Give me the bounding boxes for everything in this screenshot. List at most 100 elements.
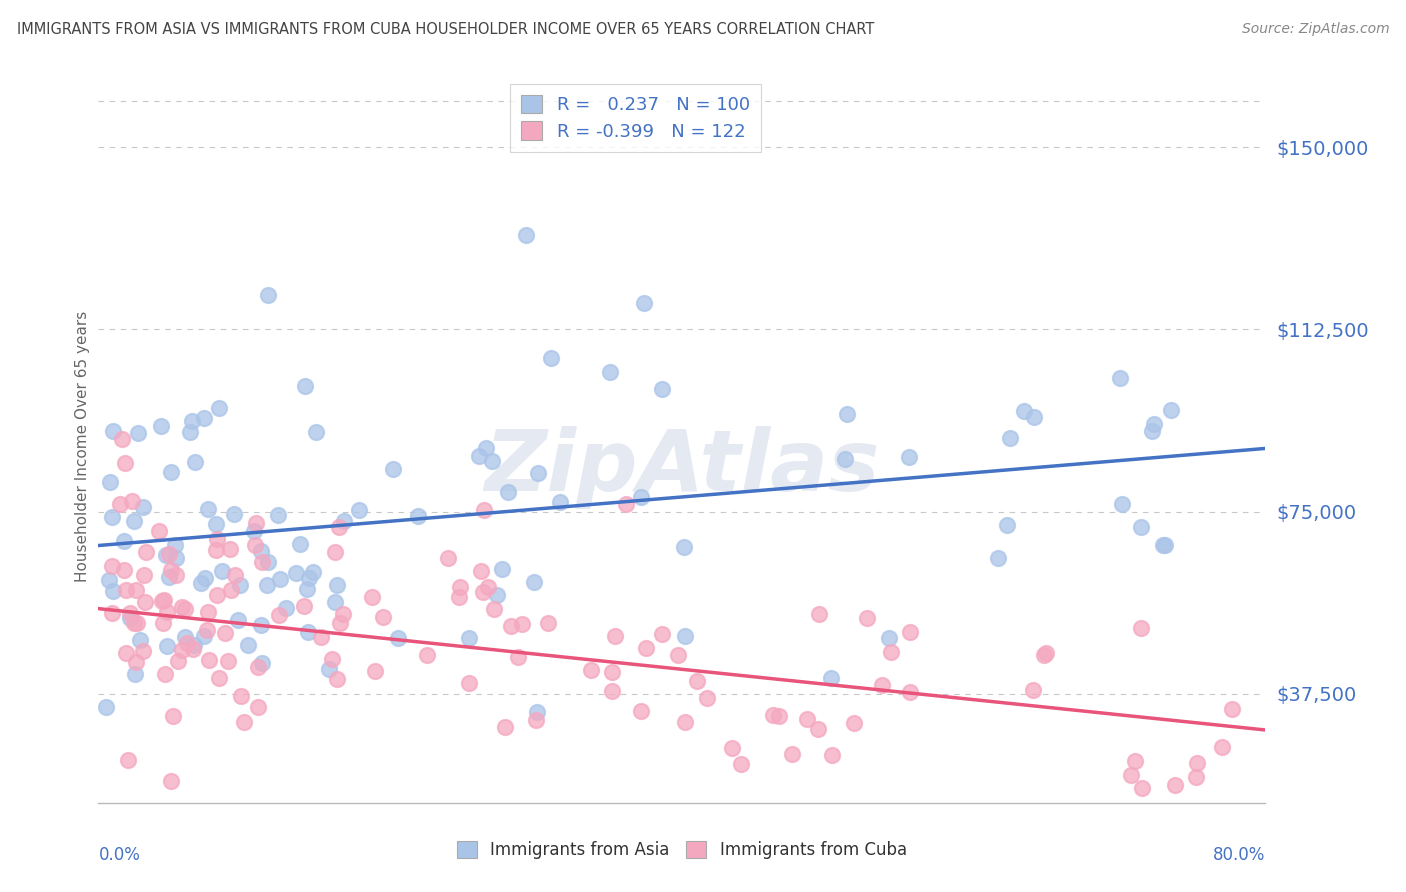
Point [204,543,226,558]
Point [226,613,249,627]
Point [496,485,519,500]
Point [630,704,652,718]
Point [651,627,673,641]
Point [1130,781,1153,796]
Point [636,641,658,656]
Point [183,638,205,652]
Point [437,551,460,566]
Point [1152,538,1174,552]
Point [153,592,176,607]
Point [190,575,212,590]
Point [1185,770,1208,784]
Point [194,571,217,585]
Point [1185,756,1208,770]
Point [630,490,652,504]
Point [998,431,1021,445]
Point [481,454,503,468]
Point [477,580,499,594]
Point [111,432,134,446]
Point [205,517,228,532]
Point [494,720,516,734]
Point [870,678,893,692]
Point [333,514,356,528]
Point [211,565,233,579]
Point [152,615,174,630]
Point [118,606,141,620]
Point [132,644,155,658]
Y-axis label: Householder Income Over 65 years: Householder Income Over 65 years [75,310,90,582]
Point [540,351,562,365]
Point [447,590,470,604]
Point [373,610,395,624]
Point [482,602,505,616]
Point [184,455,207,469]
Point [605,630,627,644]
Point [298,571,321,585]
Point [1143,417,1166,431]
Point [127,425,149,440]
Point [243,538,266,552]
Point [416,648,439,662]
Point [666,648,689,663]
Point [898,450,921,464]
Point [197,605,219,619]
Point [1160,403,1182,417]
Point [835,407,858,421]
Point [768,709,790,723]
Point [128,632,150,647]
Point [159,563,181,577]
Point [1164,778,1187,792]
Point [257,555,280,569]
Point [117,753,139,767]
Point [167,654,190,668]
Point [214,626,236,640]
Point [148,524,170,538]
Point [1130,520,1153,534]
Point [101,584,124,599]
Point [1108,371,1130,385]
Point [197,501,219,516]
Point [229,690,252,704]
Point [205,588,228,602]
Point [101,606,124,620]
Point [491,562,513,576]
Point [267,508,290,523]
Point [834,452,856,467]
Point [249,617,271,632]
Point [163,538,186,552]
Point [179,425,201,439]
Point [309,630,332,644]
Point [387,631,409,645]
Point [1125,754,1147,768]
Point [499,619,522,633]
Point [156,605,179,619]
Point [820,671,842,685]
Point [174,601,197,615]
Point [1022,409,1045,424]
Point [524,713,547,727]
Point [249,544,271,558]
Point [526,706,548,720]
Point [250,555,273,569]
Point [125,615,148,630]
Point [165,567,187,582]
Point [720,741,742,756]
Point [132,568,155,582]
Text: 0.0%: 0.0% [98,846,141,863]
Point [468,450,491,464]
Point [301,565,323,579]
Point [318,662,340,676]
Point [197,653,219,667]
Point [153,666,176,681]
Point [219,582,242,597]
Text: IMMIGRANTS FROM ASIA VS IMMIGRANTS FROM CUBA HOUSEHOLDER INCOME OVER 65 YEARS CO: IMMIGRANTS FROM ASIA VS IMMIGRANTS FROM … [17,22,875,37]
Point [1012,404,1035,418]
Point [101,424,124,438]
Text: 80.0%: 80.0% [1213,846,1265,863]
Point [114,456,136,470]
Point [219,541,242,556]
Point [651,382,673,396]
Point [796,712,818,726]
Point [614,497,637,511]
Point [176,636,198,650]
